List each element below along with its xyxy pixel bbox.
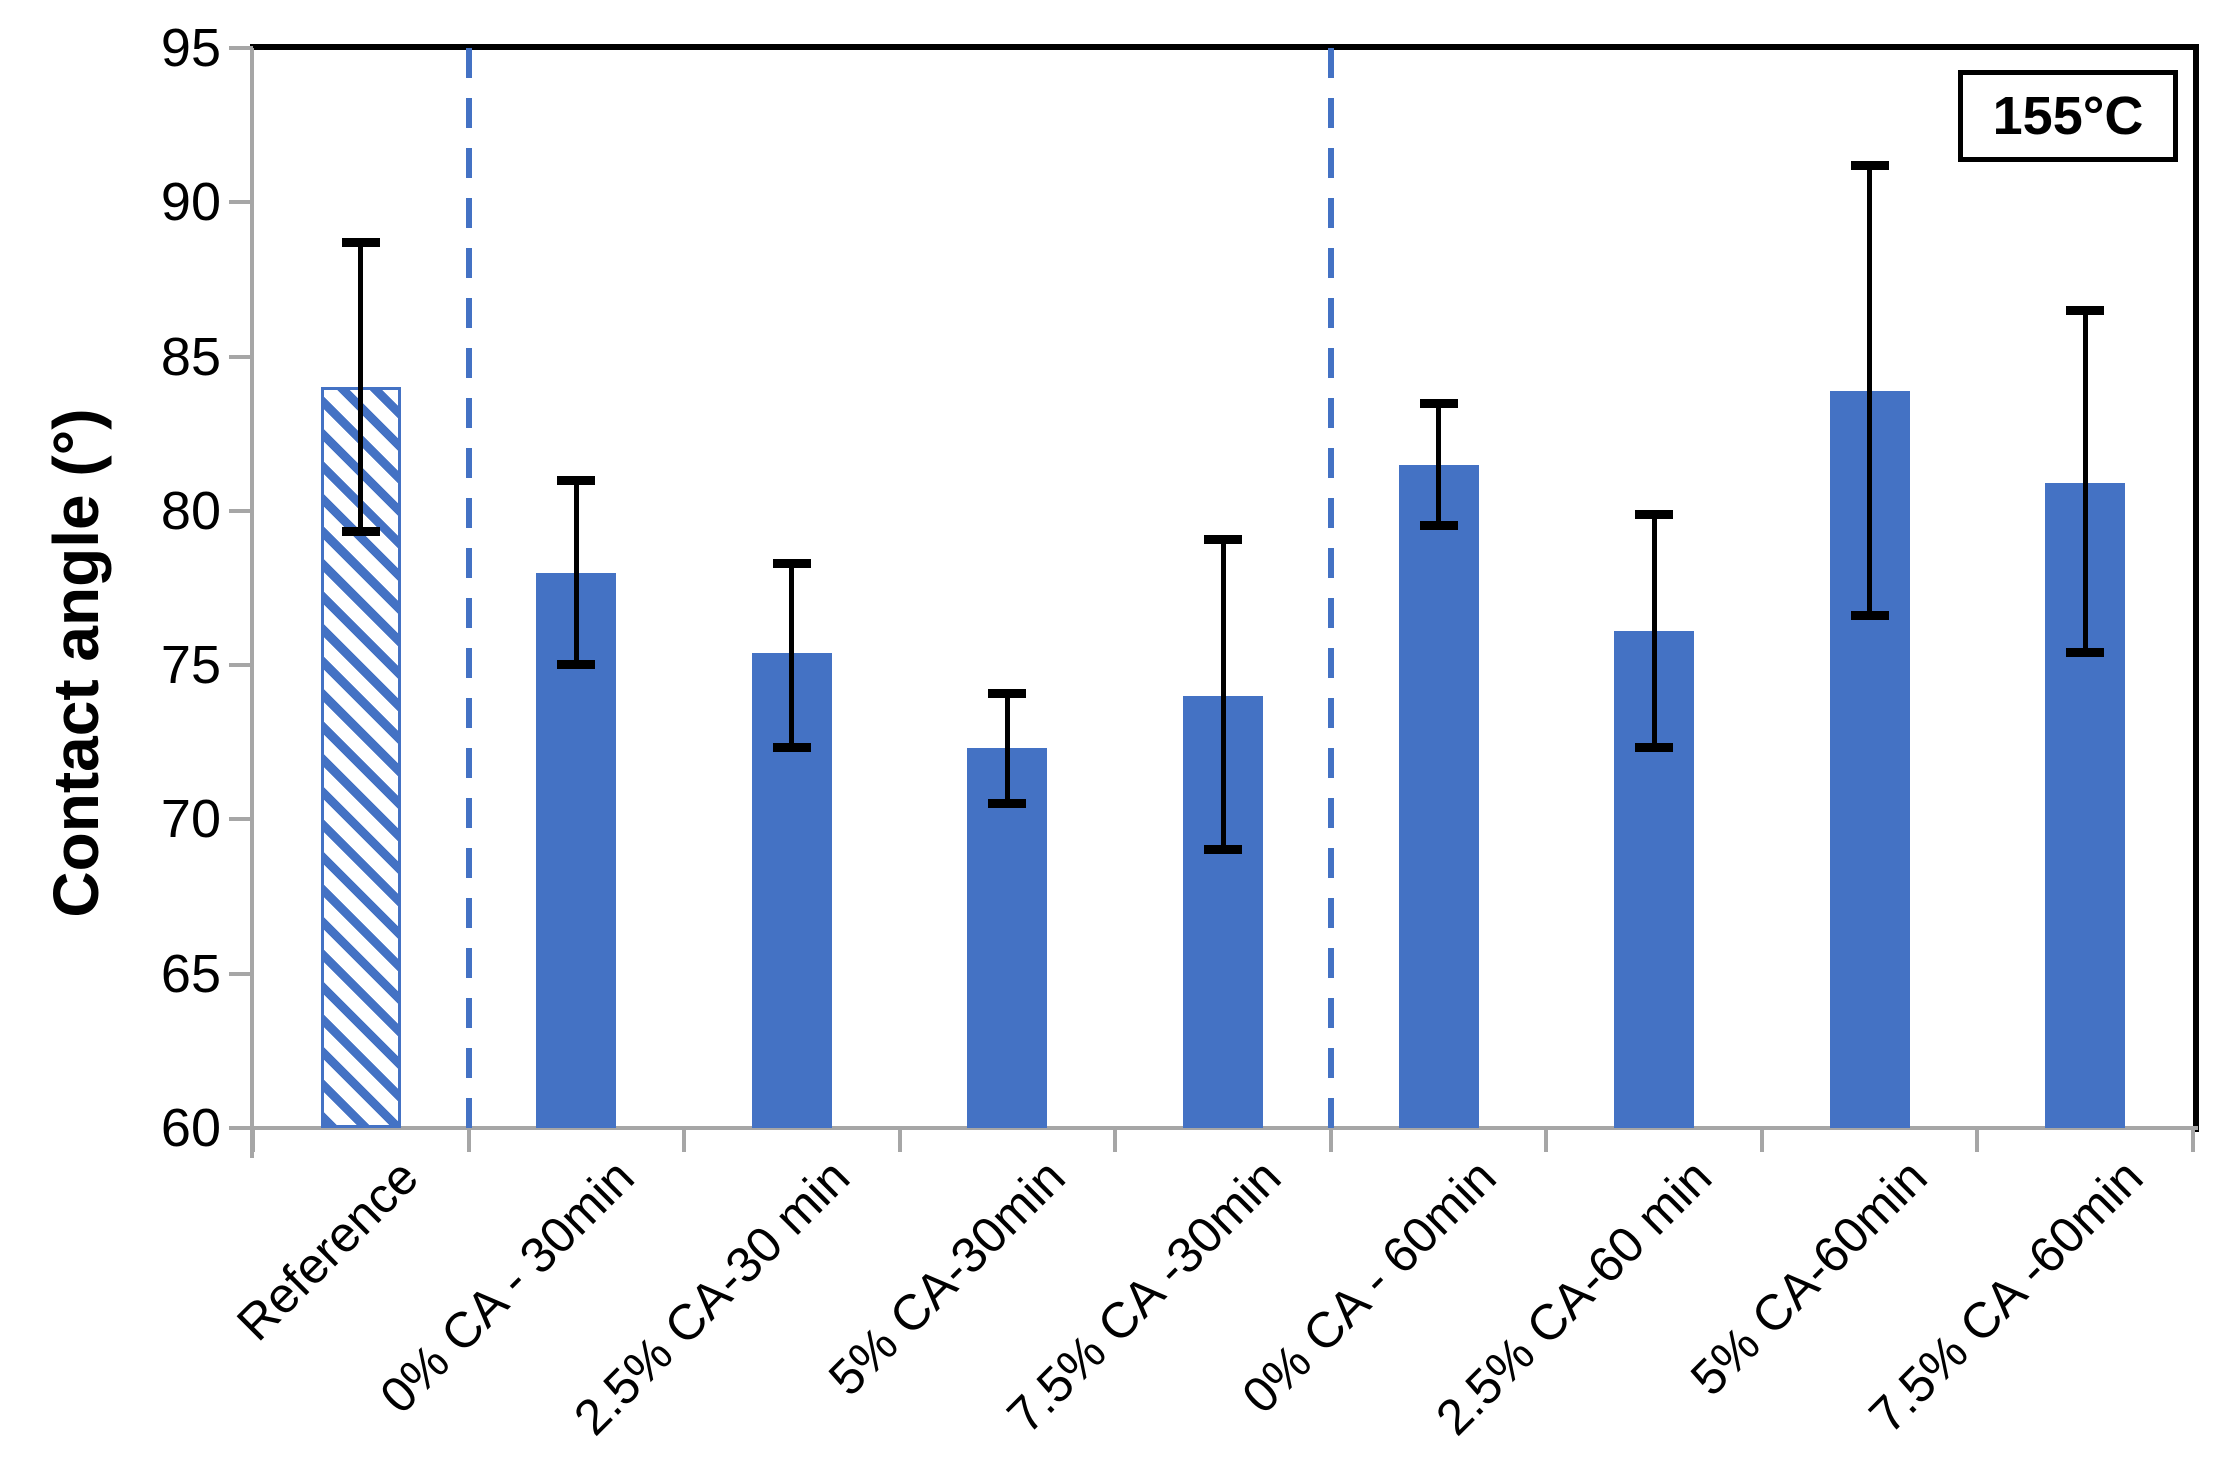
- y-axis-tick: [229, 200, 253, 205]
- error-bar-cap-bottom: [1419, 521, 1458, 531]
- error-bar-cap-bottom: [1635, 743, 1674, 753]
- error-bar-cap-bottom: [557, 660, 596, 670]
- y-axis-tick-label: 60: [160, 1098, 221, 1158]
- x-axis-tick: [2191, 1128, 2195, 1152]
- error-bar-cap-bottom: [988, 799, 1027, 808]
- x-axis-category-label: Reference: [226, 1148, 429, 1352]
- error-bar-cap-bottom: [772, 743, 811, 753]
- x-axis-tick: [1975, 1128, 1980, 1152]
- error-bar-line: [1436, 402, 1442, 527]
- error-bar-cap-bottom: [1204, 845, 1242, 855]
- group-separator-dashed-line: [1327, 48, 1334, 1134]
- y-axis-tick-label: 70: [160, 789, 221, 850]
- error-bar-line: [1867, 165, 1873, 616]
- y-axis-tick-label: 85: [160, 326, 221, 387]
- y-axis-tick: [229, 817, 253, 822]
- error-bar-line: [1220, 538, 1226, 851]
- plot-border-right: [2193, 44, 2199, 1132]
- x-axis-line: [250, 1126, 2198, 1130]
- error-bar-line: [1651, 513, 1657, 749]
- error-bar-cap-bottom: [1850, 610, 1889, 620]
- error-bar-cap-top: [557, 476, 596, 485]
- group-separator-dashed-line: [465, 48, 472, 1134]
- y-axis-line: [250, 48, 254, 1158]
- x-axis-tick: [466, 1128, 471, 1152]
- x-axis-tick: [1759, 1128, 1764, 1152]
- error-bar-line: [2082, 310, 2088, 653]
- error-bar-cap-top: [1850, 161, 1889, 171]
- plot-border-top: [250, 44, 2198, 50]
- error-bar-line: [573, 480, 579, 666]
- x-axis-tick: [682, 1128, 687, 1152]
- error-bar-cap-top: [1204, 534, 1242, 544]
- y-axis-tick: [229, 663, 253, 668]
- error-bar-cap-top: [1635, 509, 1674, 519]
- y-axis-tick: [229, 1126, 253, 1130]
- bar: [1398, 464, 1479, 1128]
- y-axis-tick: [229, 46, 253, 50]
- x-axis-tick: [897, 1128, 902, 1152]
- y-axis-tick-label: 80: [160, 480, 221, 541]
- y-axis-tick-label: 75: [160, 635, 221, 696]
- error-bar-cap-bottom: [341, 527, 380, 537]
- error-bar-cap-top: [1419, 398, 1458, 408]
- y-axis-tick: [229, 354, 253, 359]
- error-bar-cap-top: [2066, 306, 2105, 316]
- x-axis-tick: [251, 1128, 255, 1152]
- error-bar-line: [1004, 692, 1010, 804]
- y-axis-tick-label: 65: [160, 943, 221, 1004]
- error-bar-cap-top: [341, 238, 380, 248]
- y-axis-tick: [229, 508, 253, 513]
- x-axis-tick: [1544, 1128, 1549, 1152]
- y-axis-tick: [229, 971, 253, 976]
- bar: [967, 748, 1048, 1128]
- error-bar-cap-top: [772, 559, 811, 569]
- error-bar-line: [358, 242, 364, 533]
- y-axis-tick-label: 90: [160, 172, 221, 233]
- error-bar-cap-bottom: [2066, 647, 2105, 657]
- temperature-annotation-label: 155°C: [1992, 86, 2144, 146]
- y-axis-tick-label: 95: [160, 18, 221, 78]
- error-bar-line: [789, 563, 795, 749]
- x-axis-tick: [1328, 1128, 1333, 1152]
- error-bar-cap-top: [988, 688, 1027, 698]
- temperature-annotation-box: 155°C: [1958, 70, 2178, 162]
- x-axis-tick: [1113, 1128, 1118, 1152]
